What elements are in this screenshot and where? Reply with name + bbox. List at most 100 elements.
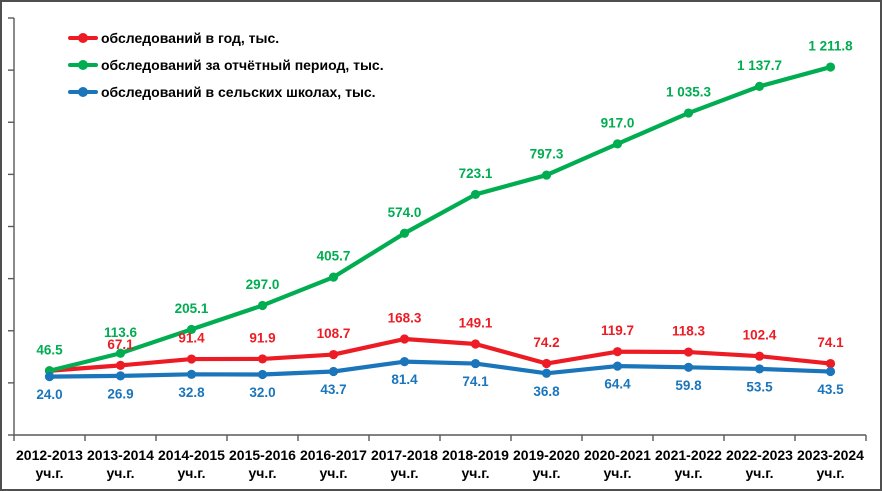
x-axis-label-suffix: уч.г. <box>461 465 489 481</box>
x-axis-label-suffix: уч.г. <box>390 465 418 481</box>
x-axis-label-year: 2023-2024 <box>797 447 864 463</box>
data-point-marker <box>612 347 623 357</box>
data-point-marker <box>541 358 552 369</box>
x-axis-label-year: 2021-2022 <box>655 447 722 463</box>
data-point-marker <box>541 170 552 180</box>
x-axis-label-suffix: уч.г. <box>319 465 347 481</box>
legend-item-rural-schools: обследований в сельских школах, тыс. <box>68 78 384 105</box>
x-axis-label-suffix: уч.г. <box>674 465 702 481</box>
x-axis-label-suffix: уч.г. <box>248 465 276 481</box>
data-point-marker <box>754 364 765 374</box>
chart-legend: обследований в год, тыс. обследований за… <box>68 24 384 105</box>
data-point-marker <box>257 300 268 311</box>
data-label: 32.0 <box>249 385 275 400</box>
data-label: 168.3 <box>388 311 422 326</box>
x-axis-label-suffix: уч.г. <box>177 465 205 481</box>
data-point-marker <box>754 351 765 361</box>
series-line-0 <box>47 336 833 373</box>
data-point-marker <box>257 354 268 364</box>
data-label: 81.4 <box>391 372 418 387</box>
legend-item-per-year: обследований в год, тыс. <box>68 24 384 51</box>
data-label: 1 137.7 <box>737 58 782 73</box>
data-label: 297.0 <box>246 277 280 292</box>
data-label: 46.5 <box>36 342 63 357</box>
data-label: 53.5 <box>746 379 773 394</box>
data-label: 917.0 <box>601 115 635 130</box>
legend-label-reporting-period: обследований за отчётный период, тыс. <box>101 56 384 73</box>
data-point-marker <box>115 360 126 370</box>
x-axis-label-year: 2013-2014 <box>87 447 154 463</box>
legend-item-reporting-period: обследований за отчётный период, тыс. <box>68 51 384 78</box>
data-point-marker <box>328 272 339 282</box>
data-label: 74.2 <box>533 335 559 350</box>
blue-line-marker-icon <box>68 86 98 98</box>
data-point-marker <box>257 369 268 380</box>
data-point-marker <box>825 366 836 377</box>
red-line-marker-icon <box>68 32 98 44</box>
data-point-marker <box>612 361 623 371</box>
data-point-marker <box>115 371 126 381</box>
x-axis-label-suffix: уч.г. <box>745 465 773 481</box>
green-line-marker-icon <box>68 59 98 71</box>
data-label: 59.8 <box>675 378 702 393</box>
x-axis-label-suffix: уч.г. <box>35 465 63 481</box>
data-point-marker <box>470 358 481 369</box>
data-label: 36.8 <box>533 384 560 399</box>
data-point-marker <box>399 228 410 238</box>
data-label: 1 211.8 <box>808 39 853 54</box>
legend-label-per-year: обследований в год, тыс. <box>101 29 280 46</box>
data-label: 43.5 <box>817 382 844 397</box>
x-axis-label-suffix: уч.г. <box>532 465 560 481</box>
x-axis-label-suffix: уч.г. <box>816 465 844 481</box>
x-axis-label-year: 2020-2021 <box>584 447 651 463</box>
data-point-marker <box>399 334 410 344</box>
data-label: 118.3 <box>672 324 706 339</box>
data-point-marker <box>470 189 481 200</box>
data-label: 74.1 <box>817 335 844 350</box>
data-label: 723.1 <box>459 166 493 181</box>
data-point-marker <box>683 347 694 357</box>
x-axis-label-year: 2014-2015 <box>158 447 225 463</box>
data-point-marker <box>612 139 623 149</box>
data-label: 149.1 <box>459 316 493 331</box>
data-point-marker <box>683 108 694 118</box>
x-axis-label-suffix: уч.г. <box>603 465 631 481</box>
x-axis-label-year: 2012-2013 <box>16 447 83 463</box>
data-point-marker <box>825 62 836 72</box>
data-label: 26.9 <box>107 386 133 401</box>
data-point-marker <box>683 362 694 372</box>
x-axis-label-year: 2019-2020 <box>513 447 580 463</box>
x-axis-label-year: 2022-2023 <box>726 447 793 463</box>
data-label: 64.4 <box>604 377 631 392</box>
data-label: 205.1 <box>175 301 209 316</box>
data-point-marker <box>186 369 197 379</box>
data-label: 108.7 <box>317 326 351 341</box>
data-label: 74.1 <box>462 374 489 389</box>
data-label: 1 035.3 <box>666 85 712 100</box>
data-label: 67.1 <box>107 337 134 352</box>
data-point-marker <box>541 368 552 378</box>
data-label: 113.6 <box>104 325 138 340</box>
data-point-marker <box>44 372 55 382</box>
data-label: 91.4 <box>178 331 205 346</box>
data-label: 102.4 <box>743 328 777 343</box>
series-line-1 <box>47 64 833 373</box>
data-label: 574.0 <box>388 205 422 220</box>
data-point-marker <box>186 354 197 364</box>
data-point-marker <box>399 357 410 367</box>
data-label: 43.7 <box>320 382 346 397</box>
data-point-marker <box>825 358 836 369</box>
x-axis-label-year: 2018-2019 <box>442 447 509 463</box>
data-label: 24.0 <box>36 387 62 402</box>
data-label: 797.3 <box>530 147 564 162</box>
x-axis-label-year: 2016-2017 <box>300 447 367 463</box>
data-point-marker <box>470 339 481 349</box>
data-point-marker <box>186 324 197 335</box>
data-label: 405.7 <box>317 249 351 264</box>
data-point-marker <box>115 348 126 358</box>
series-line-2 <box>47 359 833 379</box>
x-axis-label-year: 2017-2018 <box>371 447 438 463</box>
x-axis-label-year: 2015-2016 <box>229 447 296 463</box>
data-point-marker <box>754 81 765 91</box>
